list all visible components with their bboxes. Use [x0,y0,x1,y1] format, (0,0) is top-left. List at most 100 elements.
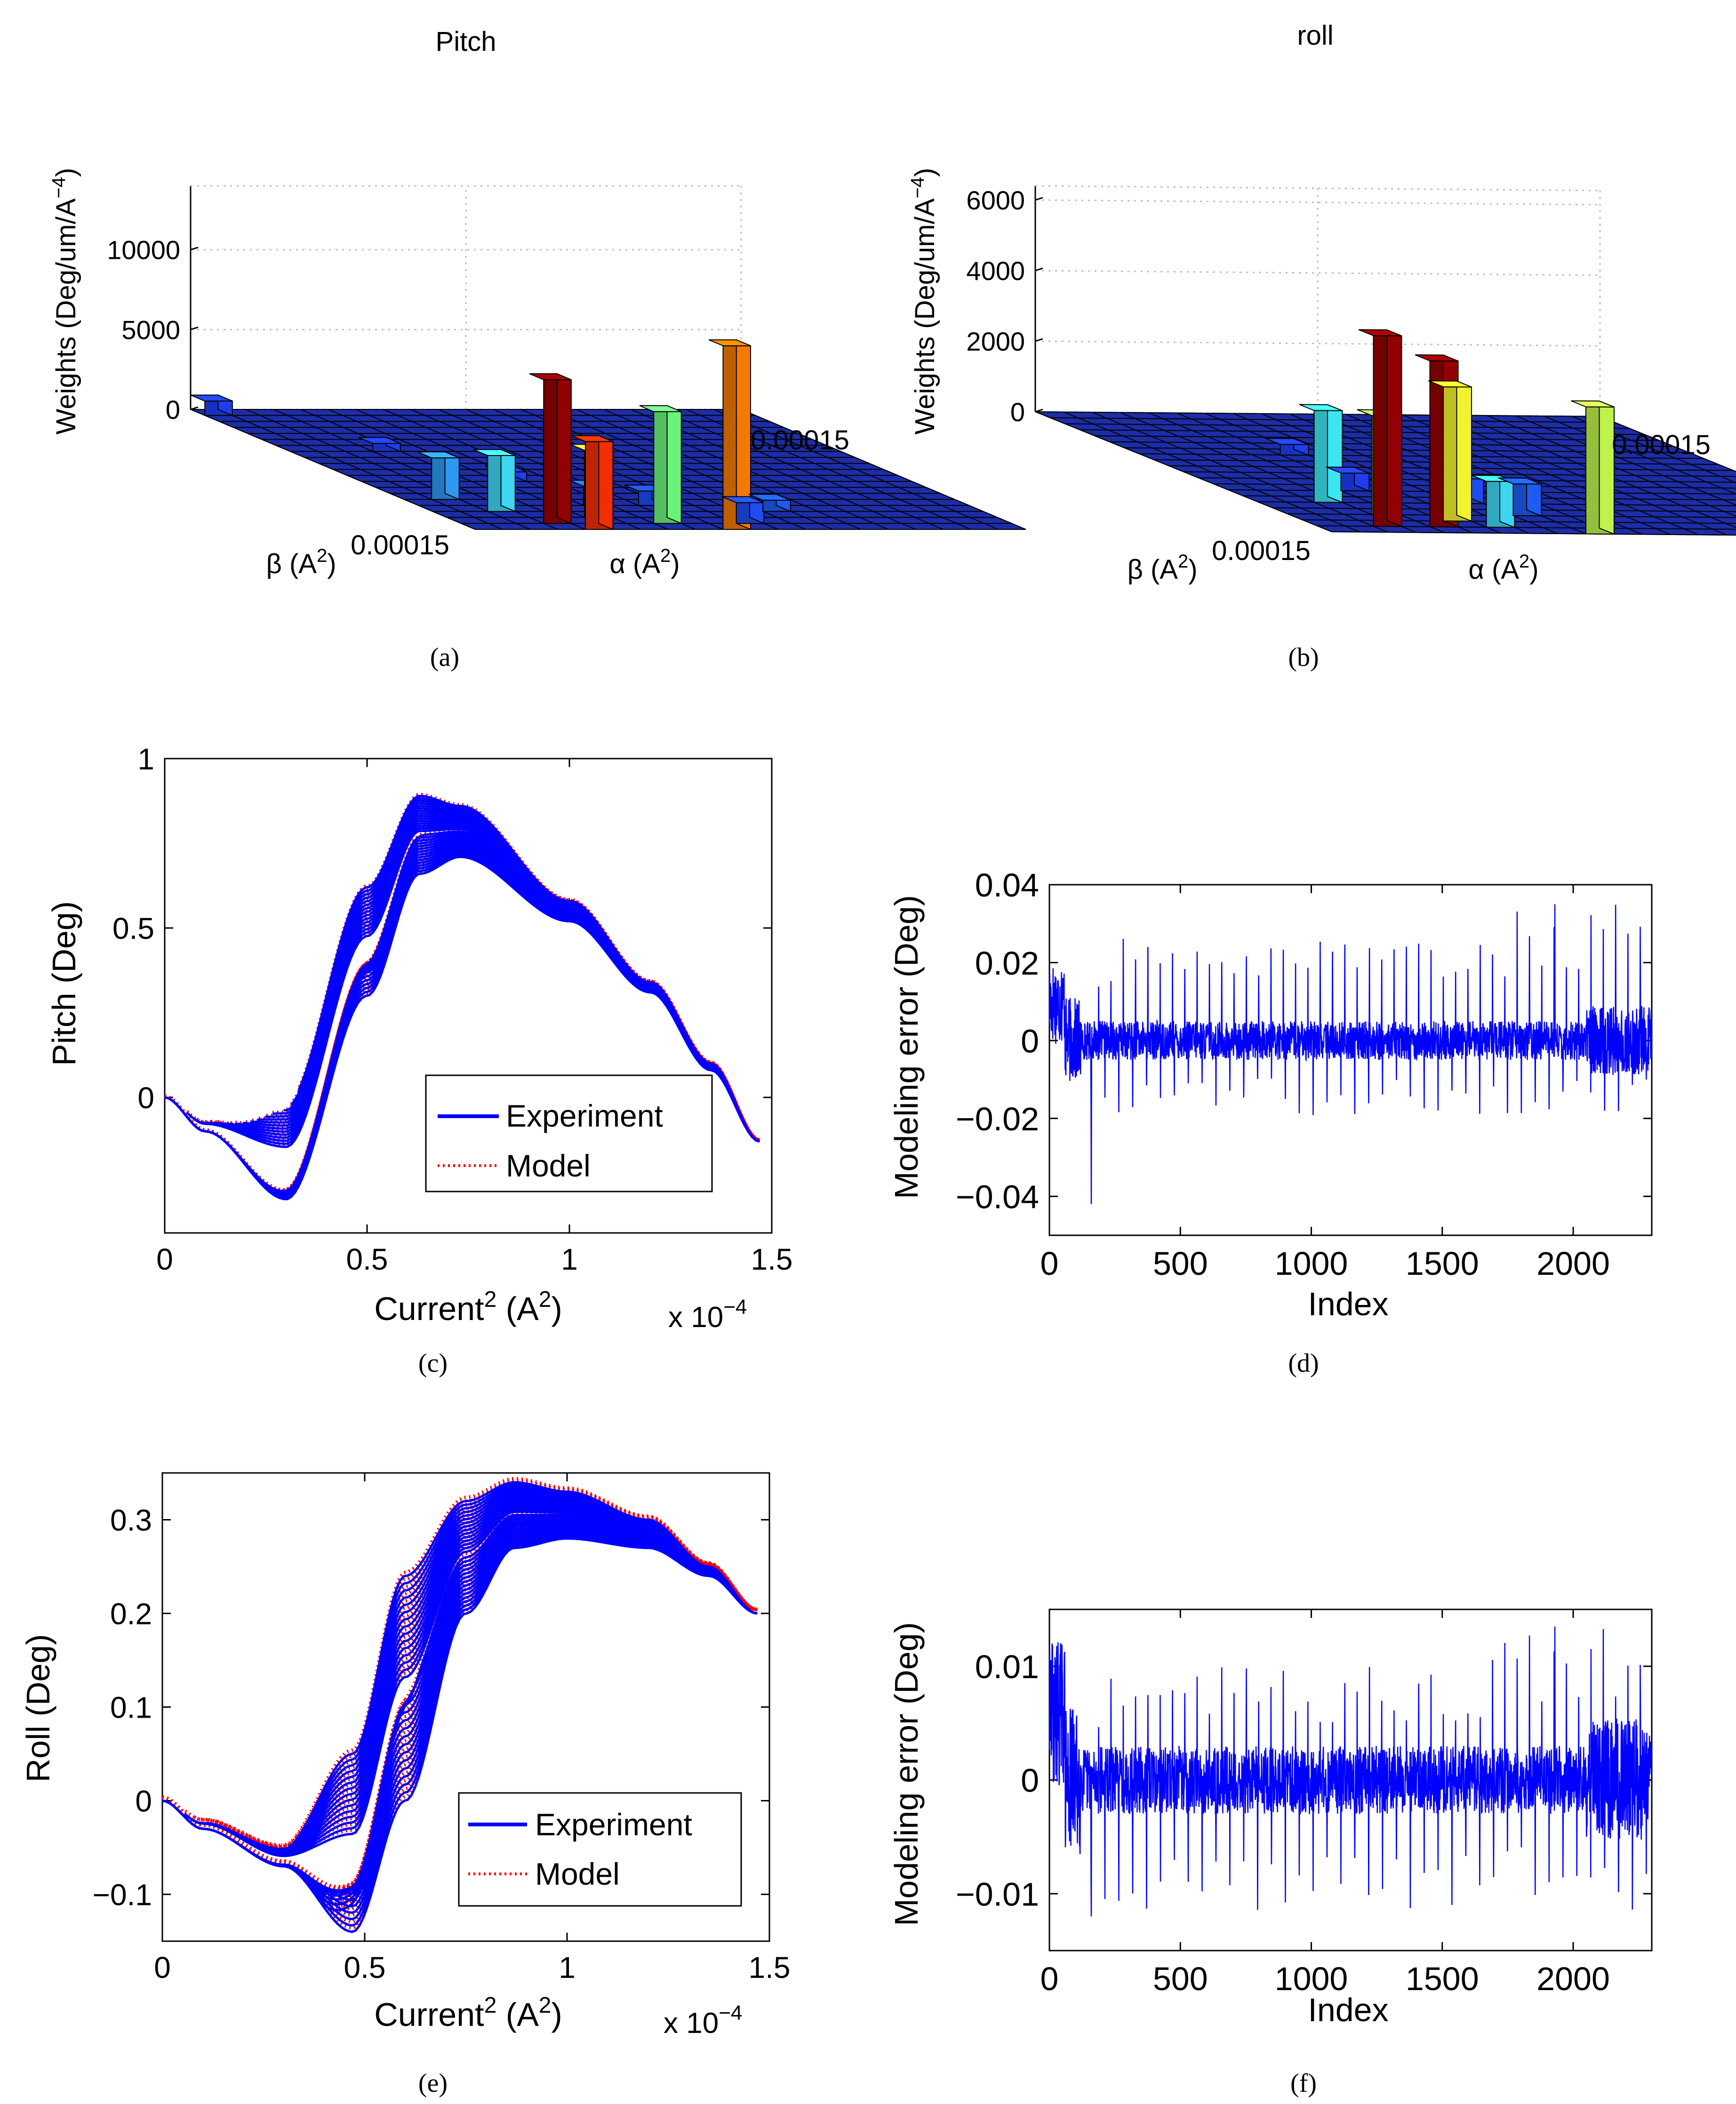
panel-c-legend: Experiment Model [425,1074,713,1192]
z-tick-label: 5000 [121,315,180,344]
x-tick-label: 1 [559,1951,576,1984]
bar-8-16 [1498,477,1542,517]
bar-top-face [358,437,401,444]
caption-c: (c) [418,1349,448,1378]
bar-9-19 [1571,400,1615,535]
x-tick-label: 0 [1040,1245,1059,1282]
x-tick-label: 0 [1040,1960,1059,1997]
x-tick-label: 0 [156,1242,173,1276]
z-tick-label: 0 [1010,397,1025,427]
panel-a-x-axis-label: β (A2) [266,545,336,579]
panel-c-x-axis-label: Current2 (A2) [374,1287,562,1327]
x-tick-label: 500 [1153,1960,1208,1997]
error-line [1048,904,1652,1204]
bar-front-face [1327,404,1343,504]
bar-2-16 [473,448,516,512]
bar-front-face [666,405,682,524]
bar-4-12 [1326,466,1370,492]
panel-d-plot: 0 500 1000 1500 2000 −0.04 −0.02 0 0.02 0.04 [956,867,1653,1282]
caption-b: (b) [1288,643,1319,672]
floor-grid-line [741,409,1026,530]
z-tick-mark [1035,267,1043,272]
bar-3-6 [358,437,401,452]
panel-e-roll-hysteresis: 0 0.5 1 1.5 −0.1 0 0.1 0.2 0.3 Roll (Deg) Curren… [20,1472,791,2098]
y-tick-label: 1 [137,742,154,776]
panel-b-z-axis-label: Weights (Deg/um/A−4) [907,168,940,435]
y-tick-label: 0.01 [975,1648,1039,1685]
bar-front-face [500,448,516,512]
panel-b-x-axis-label: β (A2) [1127,551,1197,585]
panel-a-x-tick-label: 0.00015 [351,530,449,560]
x-tick-label: 1000 [1275,1960,1348,1997]
x-tick-label: 2000 [1536,1245,1610,1282]
bar-top-face [1498,477,1542,485]
floor-grid-line [1272,507,1736,512]
x-tick-label: 1.5 [749,1951,791,1984]
y-tick-label: 0 [137,1081,154,1115]
bar-top-face [1428,380,1472,388]
bar-6-18 [1471,475,1515,528]
bar-top-face [190,394,233,402]
panel-b-y-tick-label: 0.00015 [1612,430,1711,460]
y-tick-label: 0.1 [110,1691,152,1725]
bar-3-18 [529,373,572,524]
bar-9-19 [708,339,751,530]
y-tick-label: 0.2 [110,1597,152,1631]
series-experiment [164,794,760,1200]
panel-e-plot: 0 0.5 1 1.5 −0.1 0 0.1 0.2 0.3 [93,1472,791,1984]
bar-front-face [1386,329,1402,528]
panel-a-y-axis-label: α (A2) [609,545,680,579]
panel-e-x-multiplier: x 10−4 [664,2001,742,2040]
panel-e-y-axis-label: Roll (Deg) [20,1634,56,1782]
panel-c-legend-box [425,1074,713,1192]
floor-grid-line [713,409,999,530]
floor-grid-line [1571,416,1736,483]
y-tick-label: 0 [1021,1762,1039,1799]
floor-grid-line [1487,415,1736,517]
bar-12-16 [748,493,791,512]
z-tick-mark [1035,408,1043,413]
panel-b-x-tick-label: 0.00015 [1212,536,1311,566]
bar-top-face [748,494,791,501]
floor-grid-line [1374,414,1671,535]
y-tick-label: −0.01 [956,1876,1039,1912]
bar-4-19 [571,435,614,530]
bar-top-face [417,451,460,459]
panel-c-y-axis-label: Pitch (Deg) [46,901,82,1066]
bar-front-face [598,435,614,530]
x-tick-label: 0.5 [346,1242,388,1276]
y-tick-label: 0.3 [110,1504,152,1537]
panel-a-y-tick-label: 0.00015 [751,425,849,456]
bar-top-face [529,373,572,380]
y-tick-label: 0.5 [112,912,154,945]
loop-line [162,1500,758,1911]
bar-top-face [473,449,516,456]
panel-a-bars [190,339,791,530]
bar-5-17 [1428,380,1472,522]
bar-front-face [556,373,572,524]
bar-front-face [1456,380,1472,522]
bar-top-face [1299,404,1343,411]
x-tick-label: 0.5 [344,1951,386,1984]
series-experiment [162,1481,758,1933]
panel-a-z-ticks: 0 5000 10000 [107,235,199,424]
caption-e: (e) [418,2069,448,2098]
bar-top-face [708,339,751,346]
x-tick-label: 1000 [1275,1245,1348,1282]
floor-grid-line [658,409,944,530]
bar-2-18 [1358,329,1402,528]
panel-d-y-axis-label: Modeling error (Deg) [888,895,925,1199]
panel-e-x-axis-label: Current2 (A2) [374,1993,562,2033]
panel-a-pitch-weights: Pitch 0 5000 10000 Weights (Deg/um/A−4) β … [48,26,1026,672]
panel-a-title: Pitch [436,26,496,57]
bar-front-face [1599,400,1615,535]
loop-line [162,1511,758,1933]
loop-line [164,827,760,1200]
panel-b-bars [1265,329,1615,535]
bar-1-14 [417,451,460,500]
floor-grid-line [1515,415,1736,506]
panel-c-legend-experiment-label: Experiment [506,1098,663,1133]
panel-b-y-axis-label: α (A2) [1468,551,1538,585]
y-tick-label: −0.02 [956,1101,1039,1137]
floor-grid-line [1430,415,1728,536]
